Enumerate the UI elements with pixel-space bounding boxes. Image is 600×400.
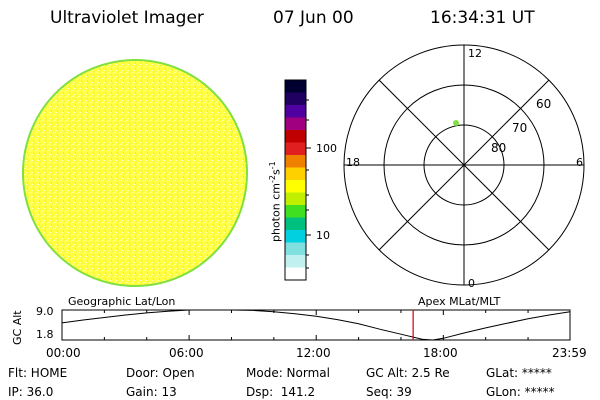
lat-label-80: 80 [491,141,507,155]
time-tick-12: 12:00 [296,346,331,360]
status-door: Door: Open [126,366,195,380]
instrument-title: Ultraviolet Imager [50,8,204,28]
colorbar-segment [285,142,306,156]
status-gc-alt: GC Alt: 2.5 Re [366,366,450,380]
uv-image-disk [22,59,248,287]
colorbar [285,80,306,281]
colorbar-segment [285,242,306,256]
status-flight: Flt: HOME [8,366,68,380]
image-time: 16:34:31 UT [430,8,535,28]
colorbar-segment [285,205,306,218]
polar-diagonal-2 [378,79,550,251]
time-tick-18: 18:00 [423,346,458,360]
apex-caption: Apex MLat/MLT [418,295,501,308]
colorbar-segment [285,105,306,118]
time-tick-00: 00:00 [46,346,81,360]
status-glat: GLat: ***** [486,366,552,380]
alt-ymax-label: 9.0 [36,305,54,318]
mlt-label-12: 12 [468,47,482,60]
time-tick-2359: 23:59 [552,346,587,360]
colorbar-label-100: 100 [316,142,337,155]
colorbar-unit-label: photon cm-2s-1 [268,161,283,242]
lat-label-70: 70 [512,121,528,135]
status-glon: GLon: ***** [486,385,555,399]
alt-ylabel: GC Alt [11,310,24,345]
polar-plot [343,44,585,286]
colorbar-segment [285,217,306,231]
status-gain: Gain: 13 [126,385,177,399]
geographic-caption: Geographic Lat/Lon [68,295,176,308]
image-date: 07 Jun 00 [273,8,354,28]
mlt-label-6: 6 [576,156,583,169]
altitude-curve [61,309,571,341]
colorbar-segment [285,167,306,181]
colorbar-segment [285,192,306,206]
lat-label-60: 60 [536,97,552,111]
colorbar-label-10: 10 [316,229,330,242]
colorbar-segment [285,130,306,143]
colorbar-segment [285,92,306,106]
colorbar-segment [285,267,306,281]
status-seq: Seq: 39 [366,385,412,399]
time-tick-06: 06:00 [169,346,204,360]
alt-ymin-label: 1.8 [36,328,54,341]
mlt-label-0: 0 [468,277,475,290]
colorbar-frame [284,79,307,281]
status-ip: IP: 36.0 [8,385,54,399]
colorbar-segment [285,255,306,268]
mlt-label-18: 18 [346,156,360,169]
colorbar-segment [285,80,306,93]
colorbar-segment [285,155,306,168]
colorbar-segment [285,230,306,243]
status-mode: Mode: Normal [246,366,330,380]
colorbar-segment [285,180,306,193]
altitude-ticks [61,310,571,340]
status-dsp: Dsp: 141.2 [246,385,316,399]
polar-data-point [453,120,459,126]
colorbar-segment [285,117,306,131]
